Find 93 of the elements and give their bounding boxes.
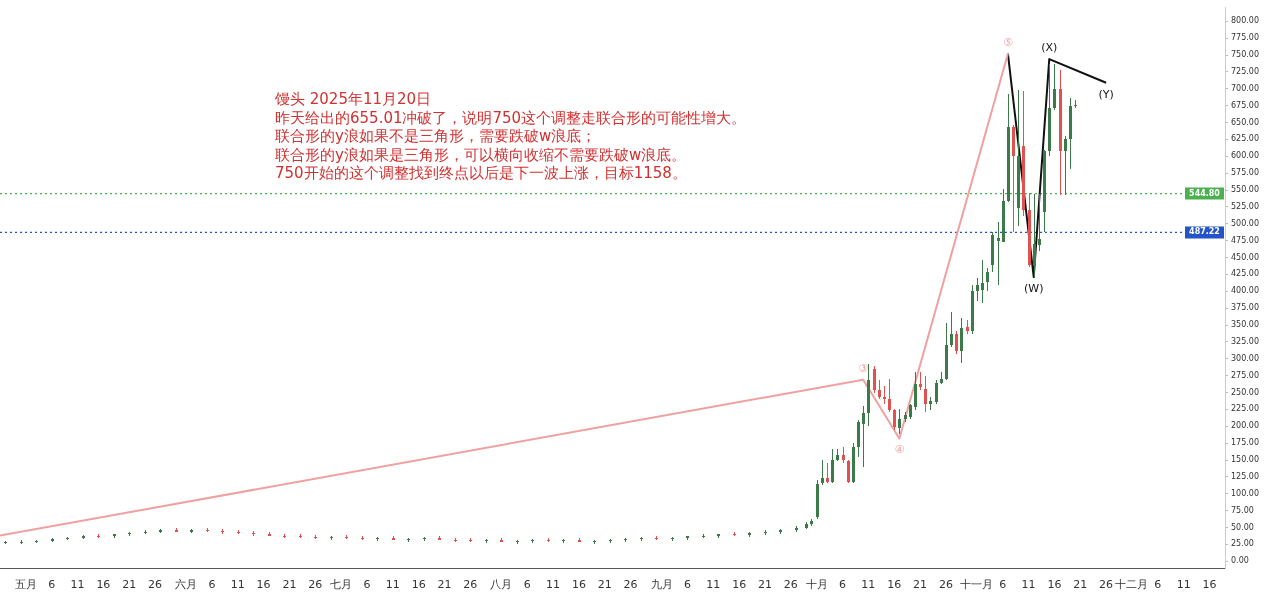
x-tick-label: 21 [1073, 578, 1088, 592]
annotation: ④ [894, 443, 905, 457]
x-tick-label: 16 [732, 578, 747, 592]
ref-line-label: 544.80 [1189, 188, 1221, 198]
x-tick-label: 十月 [805, 578, 828, 592]
y-tick-label: 450.00 [1231, 252, 1259, 262]
x-tick-label: 21 [757, 578, 772, 592]
annotation: (W) [1024, 281, 1044, 295]
x-tick-label: 五月 [14, 578, 37, 592]
x-tick-label: 十一月 [960, 578, 994, 592]
x-tick-label: 6 [839, 578, 847, 592]
y-tick-label: 100.00 [1231, 488, 1259, 498]
y-tick-label: 125.00 [1231, 471, 1259, 481]
y-tick-label: 750.00 [1231, 50, 1259, 60]
y-tick-label: 775.00 [1231, 33, 1259, 43]
annotation: 昨天给出的655.01冲破了，说明750这个调整走联合形的可能性增大。 [275, 108, 747, 127]
y-tick-label: 650.00 [1231, 117, 1259, 127]
x-tick-label: 11 [70, 578, 85, 592]
ref-line-label: 487.22 [1189, 227, 1220, 237]
annotation: (X) [1041, 40, 1058, 54]
y-tick-label: 50.00 [1231, 522, 1254, 532]
x-tick-label: 6 [48, 578, 56, 592]
x-tick-label: 16 [571, 578, 586, 592]
x-tick-label: 16 [96, 578, 111, 592]
x-tick-label: 九月 [650, 578, 673, 592]
y-tick-label: 500.00 [1231, 218, 1259, 228]
x-tick-label: 11 [546, 578, 561, 592]
annotation: ⑤ [1002, 35, 1013, 49]
x-tick-label: 16 [256, 578, 271, 592]
y-tick-label: 725.00 [1231, 67, 1259, 76]
x-tick-label: 6 [1154, 578, 1162, 592]
y-tick-label: 475.00 [1231, 235, 1259, 245]
x-tick-label: 26 [1099, 578, 1114, 592]
y-tick-label: 575.00 [1231, 168, 1259, 178]
x-tick-label: 6 [208, 578, 216, 592]
y-tick-label: 400.00 [1231, 286, 1259, 296]
x-tick-label: 26 [938, 578, 953, 592]
y-tick-label: 275.00 [1231, 370, 1259, 380]
x-tick-label: 16 [1202, 578, 1217, 592]
y-tick-label: 350.00 [1231, 320, 1259, 330]
x-tick-label: 七月 [330, 578, 353, 592]
y-tick-label: 600.00 [1231, 151, 1259, 161]
x-tick-label: 八月 [490, 578, 513, 592]
y-tick-label: 800.00 [1231, 16, 1259, 26]
y-tick-label: 200.00 [1231, 421, 1259, 431]
x-tick-label: 11 [1176, 578, 1191, 592]
candlestick [997, 222, 1000, 285]
annotation: 联合形的y浪如果不是三角形，需要跌破w浪底； [275, 127, 598, 146]
y-tick-label: 175.00 [1231, 438, 1259, 448]
y-tick-label: 425.00 [1231, 269, 1259, 279]
x-tick-label: 六月 [175, 578, 198, 592]
y-tick-label: 25.00 [1231, 539, 1254, 549]
y-tick-label: 375.00 [1231, 303, 1259, 313]
x-tick-label: 16 [411, 578, 426, 592]
x-tick-label: 11 [861, 578, 876, 592]
x-tick-label: 6 [363, 578, 371, 592]
annotation: 750开始的这个调整找到终点以后是下一波上涨，目标1158。 [275, 164, 688, 183]
y-tick-label: 300.00 [1231, 353, 1259, 363]
x-tick-label: 21 [282, 578, 297, 592]
annotation: ③ [858, 361, 869, 375]
x-tick-label: 26 [463, 578, 478, 592]
x-tick-label: 11 [706, 578, 721, 592]
x-tick-label: 16 [1047, 578, 1062, 592]
x-tick-label: 11 [230, 578, 245, 592]
y-tick-label: 675.00 [1231, 100, 1259, 110]
y-tick-label: 250.00 [1231, 387, 1259, 397]
x-tick-label: 21 [597, 578, 612, 592]
x-tick-label: 十二月 [1115, 578, 1149, 592]
x-tick-label: 21 [122, 578, 137, 592]
y-tick-label: 700.00 [1231, 83, 1259, 93]
y-tick-label: 525.00 [1231, 201, 1259, 211]
x-tick-label: 26 [623, 578, 638, 592]
x-tick-label: 26 [308, 578, 323, 592]
y-tick-label: 325.00 [1231, 336, 1259, 346]
y-tick-label: 625.00 [1231, 134, 1259, 144]
x-tick-label: 21 [437, 578, 452, 592]
y-tick-label: 0.00 [1231, 556, 1249, 566]
annotation: 联合形的y浪如果是三角形，可以横向收缩不需要跌破w浪底。 [275, 145, 688, 164]
x-tick-label: 6 [523, 578, 531, 592]
y-tick-label: 550.00 [1231, 185, 1259, 195]
x-tick-label: 11 [1021, 578, 1036, 592]
x-tick-label: 26 [783, 578, 798, 592]
annotation: (Y) [1098, 87, 1114, 101]
y-tick-label: 75.00 [1231, 505, 1254, 515]
x-tick-label: 11 [385, 578, 400, 592]
annotation: 馒头 2025年11月20日 [275, 90, 433, 109]
x-tick-label: 26 [148, 578, 163, 592]
x-tick-label: 16 [887, 578, 902, 592]
x-tick-label: 6 [683, 578, 691, 592]
y-tick-label: 225.00 [1231, 404, 1259, 414]
x-tick-label: 6 [999, 578, 1007, 592]
y-tick-label: 150.00 [1231, 455, 1259, 465]
x-tick-label: 21 [913, 578, 928, 592]
